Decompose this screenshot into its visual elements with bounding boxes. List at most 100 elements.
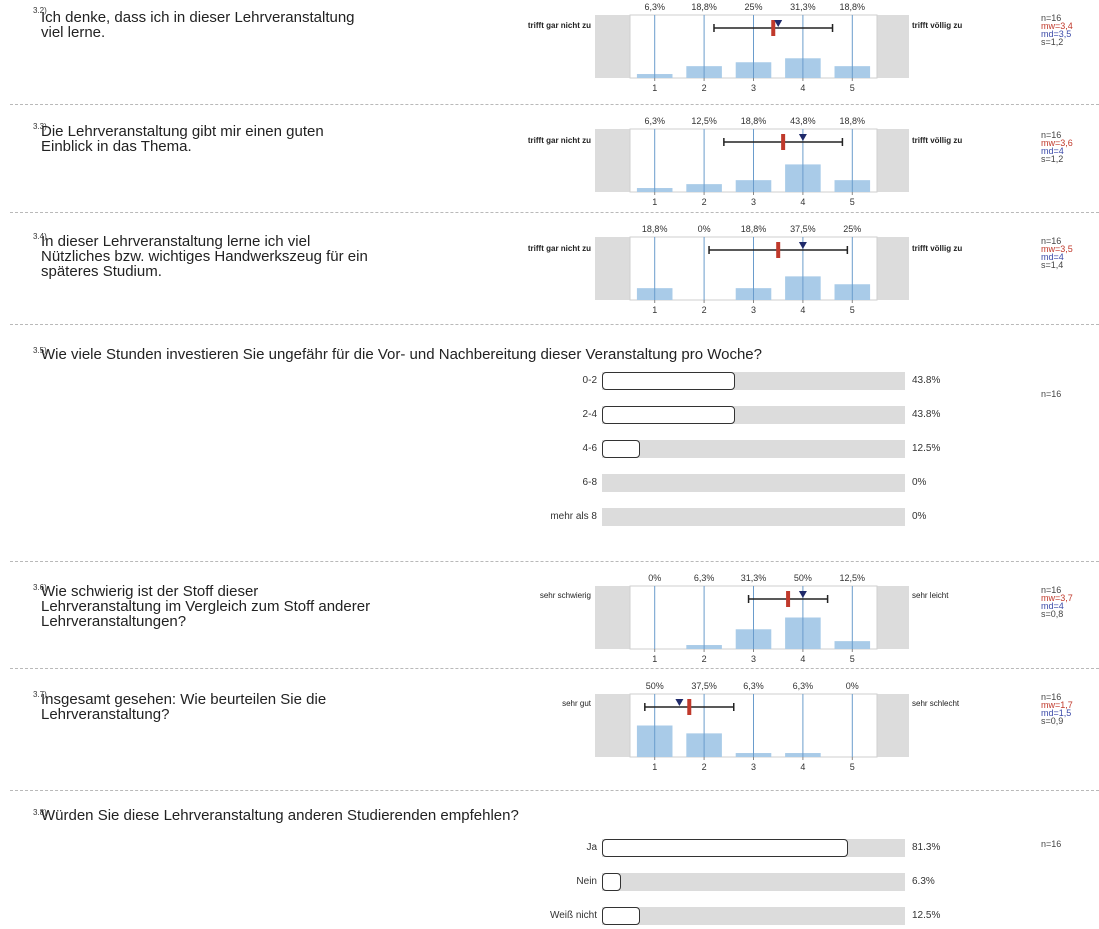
- scale-side-left: [595, 586, 630, 649]
- tick-label: 3: [751, 654, 756, 664]
- stat-mean: mw=3,7: [1041, 593, 1073, 603]
- bar-track: [602, 440, 905, 458]
- scale-left-label: trifft gar nicht zu: [527, 244, 591, 253]
- tick-label: 2: [702, 197, 707, 207]
- bar-label: Nein: [576, 876, 597, 887]
- item-question: In dieser Lehrveranstaltung lerne ich vi…: [41, 234, 368, 279]
- percent-label: 6,3%: [644, 2, 665, 12]
- tick-label: 1: [652, 654, 657, 664]
- median-marker: [798, 242, 807, 249]
- stat-median: md=4: [1041, 252, 1064, 262]
- scale-side-left: [595, 129, 630, 192]
- stats-block: n=16 mw=3,7 md=4 s=0,8: [1041, 586, 1073, 619]
- bar-percent: 43.8%: [912, 409, 941, 420]
- tick-label: 2: [702, 762, 707, 772]
- scale-chart: 18,8% 1 0% 2 18,8% 3 37,5% 4 25% 5: [595, 224, 909, 315]
- median-marker: [675, 699, 684, 706]
- stat-median: md=4: [1041, 601, 1064, 611]
- bar-label: 2-4: [582, 409, 597, 420]
- tick-label: 2: [702, 654, 707, 664]
- question-line: Wie schwierig ist der Stoff dieser: [41, 583, 259, 600]
- scale-right-label: sehr schlecht: [912, 699, 960, 708]
- stat-n: n=16: [1041, 839, 1062, 849]
- stats-block: n=16 mw=3,6 md=4 s=1,2: [1041, 130, 1073, 164]
- stat-n: n=16: [1041, 236, 1062, 246]
- question-line: Insgesamt gesehen: Wie beurteilen Sie di…: [41, 691, 327, 708]
- scale-side-right: [877, 694, 909, 757]
- tick-label: 4: [800, 197, 805, 207]
- scale-item: 3.4) In dieser Lehrveranstaltung lerne i…: [0, 220, 1099, 324]
- item-question: Würden Sie diese Lehrveranstaltung ander…: [41, 807, 519, 824]
- scale-chart: 50% 1 37,5% 2 6,3% 3 6,3% 4 0% 5: [595, 681, 909, 772]
- item-number: 3.2): [33, 6, 47, 15]
- bar-item: 3.5) Wie viele Stunden investieren Sie u…: [0, 332, 1099, 552]
- percent-label: 25%: [744, 2, 762, 12]
- stat-n: n=16: [1041, 130, 1062, 140]
- percent-label: 37,5%: [790, 224, 816, 234]
- percent-label: 0%: [698, 224, 711, 234]
- item-number: 3.4): [33, 232, 47, 241]
- separator: [10, 324, 1099, 325]
- tick-label: 3: [751, 305, 756, 315]
- bar-label: Weiß nicht: [549, 910, 597, 921]
- percent-label: 12,5%: [691, 116, 717, 126]
- scale-item: 3.7) Insgesamt gesehen: Wie beurteilen S…: [0, 676, 1099, 780]
- bar-percent: 0%: [912, 511, 927, 522]
- tick-label: 3: [751, 762, 756, 772]
- tick-label: 1: [652, 83, 657, 93]
- mean-marker: [781, 134, 786, 150]
- scale-left-label: sehr schwierig: [539, 591, 591, 600]
- stat-sd: s=1,2: [1041, 154, 1064, 164]
- tick-label: 5: [850, 762, 855, 772]
- tick-label: 2: [702, 305, 707, 315]
- stat-median: md=3,5: [1041, 29, 1072, 39]
- tick-label: 1: [652, 197, 657, 207]
- tick-label: 3: [751, 197, 756, 207]
- item-number: 3.8): [33, 808, 47, 817]
- median-marker: [798, 134, 807, 141]
- scale-item: 3.2) Ich denke, dass ich in dieser Lehrv…: [0, 0, 1099, 104]
- percent-label: 18,8%: [691, 2, 717, 12]
- bar-fill: [602, 839, 849, 857]
- separator: [10, 104, 1099, 105]
- percent-label: 50%: [794, 573, 812, 583]
- percent-label: 6,3%: [644, 116, 665, 126]
- question-line: Die Lehrveranstaltung gibt mir einen gut…: [41, 123, 324, 140]
- median-marker: [774, 20, 783, 27]
- stat-n: n=16: [1041, 389, 1062, 399]
- bar-label: Ja: [586, 842, 597, 853]
- stat-sd: s=0,8: [1041, 609, 1064, 619]
- bar-percent: 12.5%: [912, 443, 941, 454]
- bar-fill: [602, 406, 735, 424]
- stat-mean: mw=3,5: [1041, 244, 1073, 254]
- bar-percent: 6.3%: [912, 876, 935, 887]
- tick-label: 4: [800, 305, 805, 315]
- item-number: 3.3): [33, 122, 47, 131]
- bar-percent: 12.5%: [912, 910, 941, 921]
- bar-label: 4-6: [582, 443, 597, 454]
- scale-chart: 6,3% 1 12,5% 2 18,8% 3 43,8% 4 18,8% 5: [595, 116, 909, 207]
- mean-marker: [786, 591, 791, 607]
- scale-left-label: sehr gut: [562, 699, 591, 708]
- tick-label: 1: [652, 305, 657, 315]
- percent-label: 18,8%: [741, 224, 767, 234]
- mean-marker: [687, 699, 692, 715]
- percent-label: 12,5%: [840, 573, 866, 583]
- stat-n: n=16: [1041, 13, 1062, 23]
- separator: [10, 212, 1099, 213]
- percent-label: 0%: [846, 681, 859, 691]
- bar-percent: 43.8%: [912, 375, 941, 386]
- question-line: viel lerne.: [41, 24, 106, 41]
- bar-percent: 0%: [912, 477, 927, 488]
- bar-label: mehr als 8: [550, 511, 597, 522]
- bar-track: [602, 907, 905, 925]
- scale-chart: 6,3% 1 18,8% 2 25% 3 31,3% 4 18,8% 5: [595, 2, 909, 93]
- scale-right-label: trifft völlig zu: [912, 136, 963, 145]
- scale-item: 3.3) Die Lehrveranstaltung gibt mir eine…: [0, 112, 1099, 212]
- scale-side-right: [877, 15, 909, 78]
- scale-side-right: [877, 237, 909, 300]
- bar-track: [602, 508, 905, 526]
- item-number: 3.6): [33, 583, 47, 592]
- scale-left-label: trifft gar nicht zu: [527, 21, 591, 30]
- tick-label: 5: [850, 654, 855, 664]
